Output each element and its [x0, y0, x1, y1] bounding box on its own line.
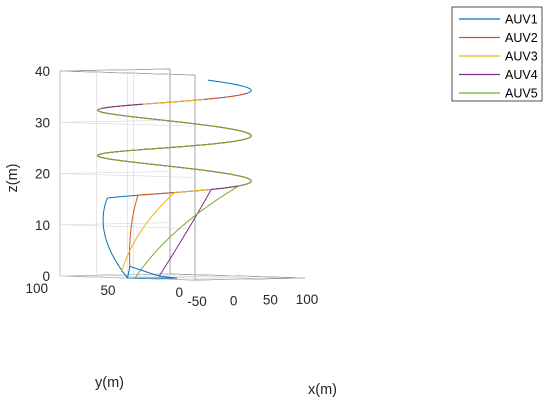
grid-lines — [59, 68, 306, 281]
legend-label: AUV5 — [505, 87, 538, 101]
grid-line — [59, 121, 196, 127]
legend-box — [451, 6, 543, 102]
grid-line — [59, 68, 171, 72]
legend: AUV1 AUV2 AUV3 AUV4 AUV5 — [451, 6, 543, 102]
grid-line — [59, 224, 196, 230]
legend-label: AUV1 — [505, 13, 538, 27]
x-tick-label: 50 — [263, 293, 278, 308]
grid-line — [59, 119, 171, 123]
x-axis-label: x(m) — [308, 382, 337, 398]
z-tick-label: 10 — [35, 218, 50, 233]
z-axis-label: z(m) — [5, 164, 21, 193]
y-axis-label: y(m) — [95, 375, 124, 391]
legend-label: AUV2 — [505, 31, 538, 45]
series-line-auv4 — [97, 103, 252, 277]
grid-line — [194, 277, 306, 281]
grid-line — [59, 273, 171, 277]
grid-line — [59, 222, 171, 226]
series-line-auv1 — [97, 79, 252, 279]
grid-line — [59, 173, 196, 178]
x-tick-label: -50 — [187, 294, 207, 309]
y-tick-label: 100 — [25, 281, 48, 296]
y-tick-label: 0 — [175, 285, 183, 300]
formation-outline — [127, 265, 178, 279]
x-tick-label: 0 — [230, 293, 238, 308]
grid-line — [59, 171, 171, 174]
grid-line — [59, 70, 196, 76]
series-line-auv2 — [97, 92, 252, 267]
z-tick-label: 40 — [35, 64, 50, 79]
series-lines — [97, 79, 252, 279]
x-tick-label: 100 — [296, 292, 319, 307]
z-tick-label: 0 — [42, 269, 50, 284]
series-line-auv5 — [97, 107, 252, 278]
z-tick-label: 30 — [35, 115, 50, 130]
legend-label: AUV4 — [505, 68, 538, 82]
z-tick-label: 20 — [35, 167, 50, 182]
y-tick-label: 50 — [100, 283, 115, 298]
legend-label: AUV3 — [505, 50, 538, 64]
